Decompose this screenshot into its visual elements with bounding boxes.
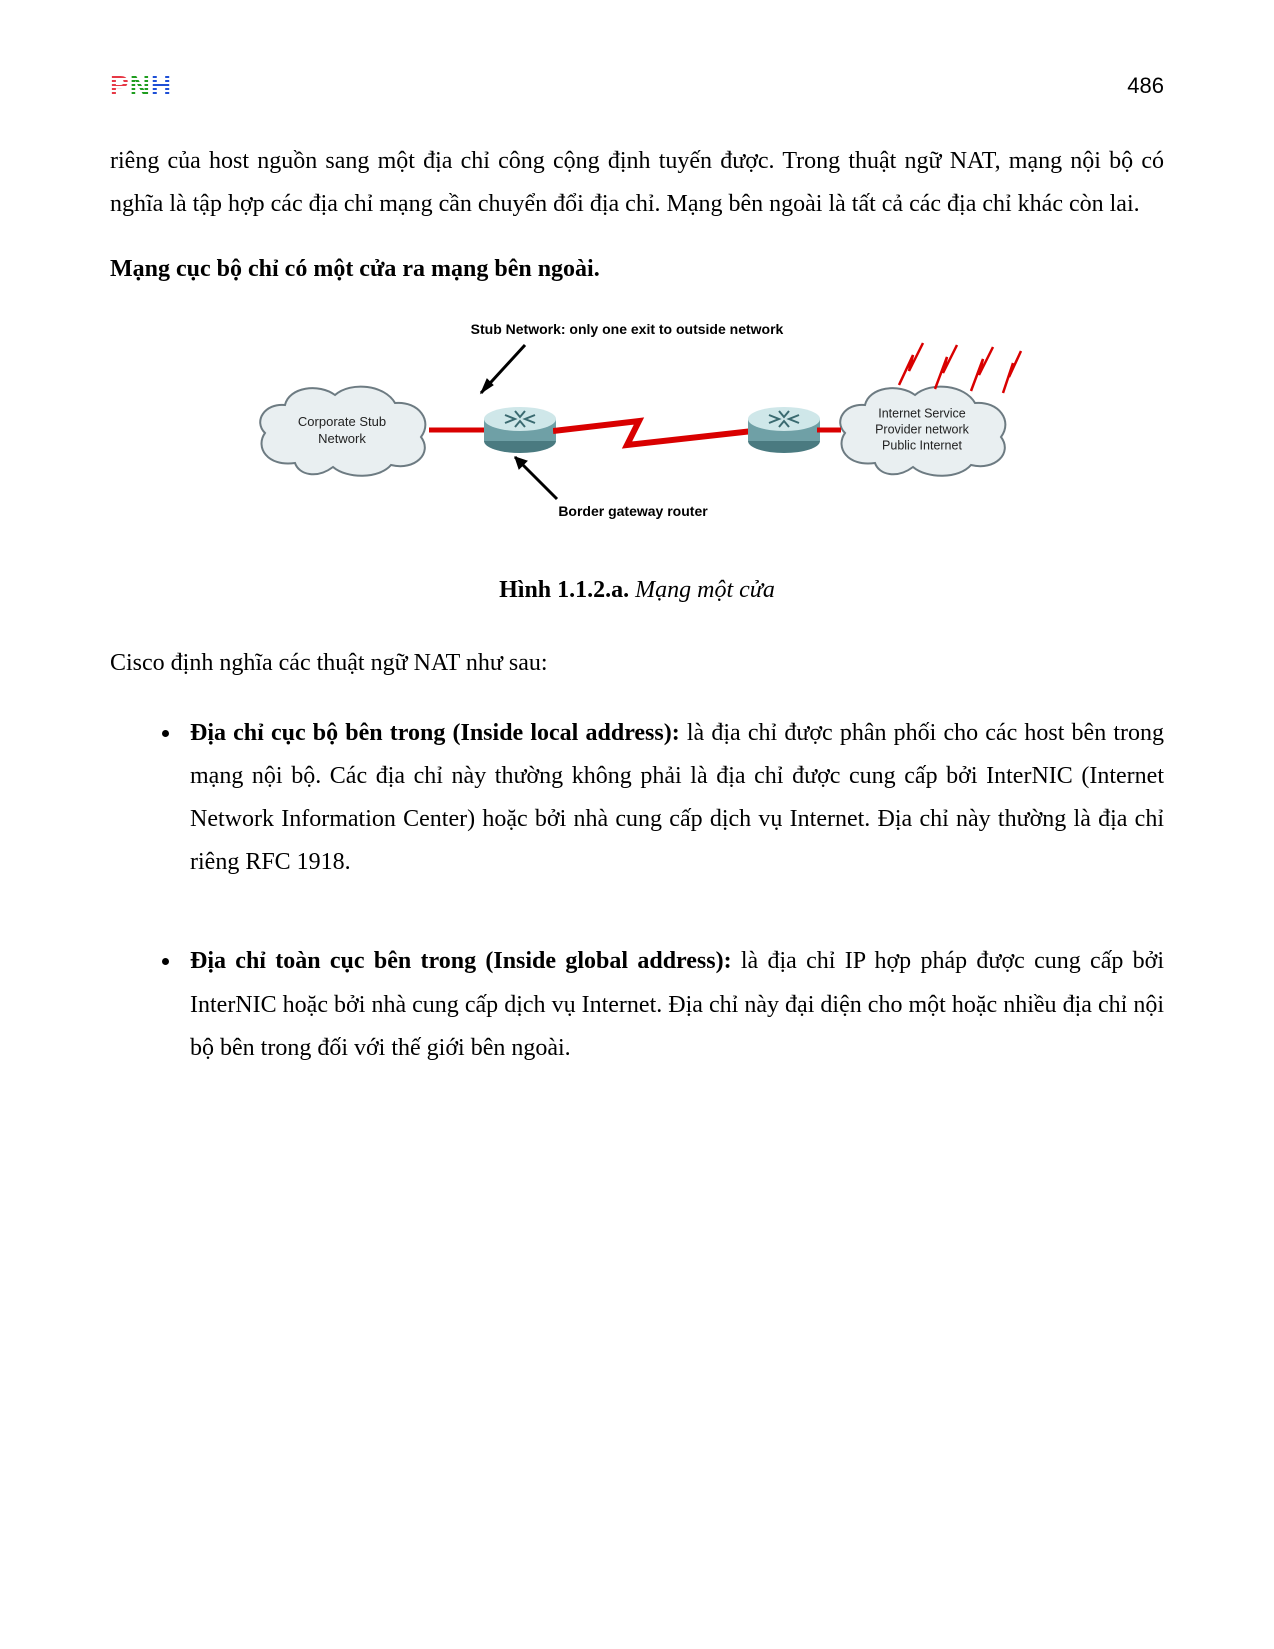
link-right xyxy=(817,425,841,435)
figure-caption: Hình 1.1.2.a. Mạng một cửa xyxy=(110,577,1164,604)
section-heading: Mạng cục bộ chỉ có một cửa ra mạng bên n… xyxy=(110,256,1164,283)
intro-paragraph: riêng của host nguồn sang một địa chỉ cô… xyxy=(110,140,1164,226)
cloud-right-label: Internet ServiceProvider networkPublic I… xyxy=(852,407,992,454)
caption-label: Hình 1.1.2.a. xyxy=(499,577,629,603)
sparks-icon xyxy=(887,337,1027,397)
cloud-left: Corporate StubNetwork xyxy=(247,375,437,485)
page-number: 486 xyxy=(1127,73,1164,99)
definition-list: Địa chỉ cục bộ bên trong (Inside local a… xyxy=(182,712,1164,1070)
logo-letter-h: H xyxy=(151,70,170,102)
diagram-bottom-label: Border gateway router xyxy=(503,503,763,519)
logo: P N H xyxy=(110,70,170,102)
cloud-left-label: Corporate StubNetwork xyxy=(272,414,412,447)
diagram-container: Stub Network: only one exit to outside n… xyxy=(110,317,1164,547)
link-left xyxy=(429,425,489,435)
logo-letter-p: P xyxy=(110,70,128,102)
term: Địa chỉ cục bộ bên trong (Inside local a… xyxy=(190,720,680,746)
list-item: Địa chỉ toàn cục bên trong (Inside globa… xyxy=(182,940,1164,1070)
arrow-bottom xyxy=(501,447,571,507)
diagram-top-label: Stub Network: only one exit to outside n… xyxy=(437,321,817,337)
network-diagram: Stub Network: only one exit to outside n… xyxy=(247,317,1027,547)
page-header: P N H 486 xyxy=(110,70,1164,102)
logo-letter-n: N xyxy=(130,70,149,102)
arrow-top xyxy=(463,339,533,409)
lead-paragraph: Cisco định nghĩa các thuật ngữ NAT như s… xyxy=(110,642,1164,685)
router-right xyxy=(745,401,823,455)
caption-text: Mạng một cửa xyxy=(635,577,775,603)
term: Địa chỉ toàn cục bên trong (Inside globa… xyxy=(190,948,732,974)
link-zigzag xyxy=(553,413,753,453)
list-item: Địa chỉ cục bộ bên trong (Inside local a… xyxy=(182,712,1164,885)
